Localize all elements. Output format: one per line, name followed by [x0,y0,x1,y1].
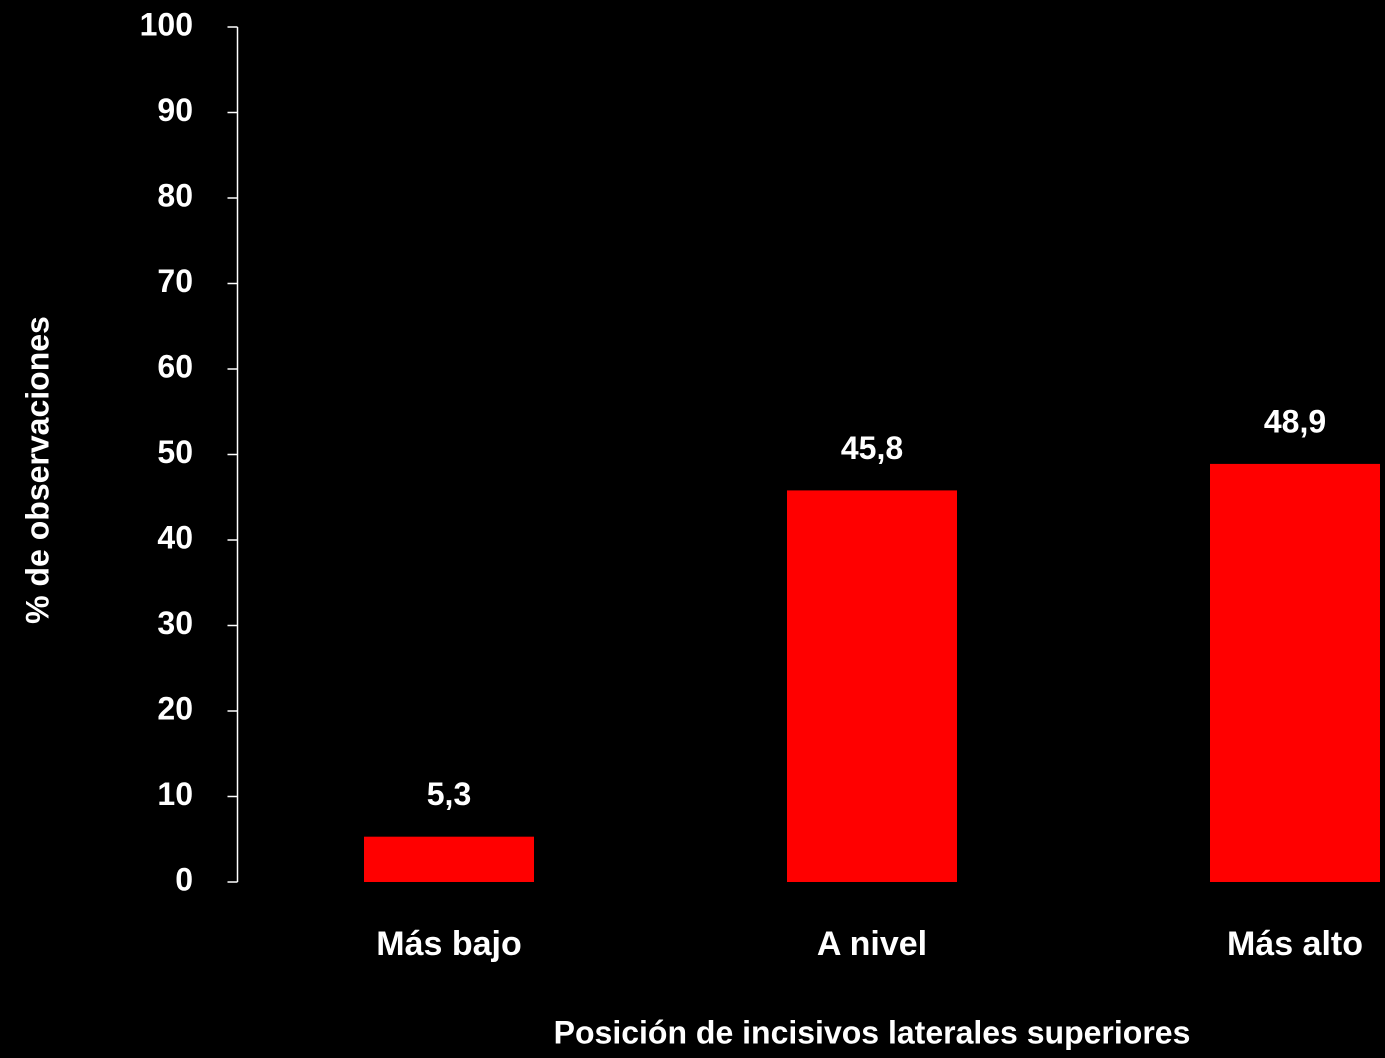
y-tick-label: 100 [140,6,193,42]
bar [787,490,957,882]
value-label: 45,8 [841,430,903,466]
bar [364,836,534,882]
y-tick-label: 70 [157,263,193,299]
x-tick-label: Más bajo [376,925,521,963]
y-tick-label: 60 [157,348,193,384]
value-label: 48,9 [1264,403,1326,439]
y-tick-label: 80 [157,177,193,213]
y-tick-label: 0 [175,861,193,897]
y-axis-label: % de observaciones [19,316,55,624]
y-tick-label: 10 [157,776,193,812]
y-tick-label: 90 [157,92,193,128]
y-tick-label: 20 [157,690,193,726]
x-tick-label: Más alto [1227,925,1363,963]
y-tick-label: 50 [157,434,193,470]
x-axis-label: Posición de incisivos laterales superior… [554,1014,1191,1050]
x-tick-label: A nivel [817,925,927,963]
y-tick-label: 30 [157,605,193,641]
value-label: 5,3 [427,776,471,812]
bar [1210,463,1380,882]
y-tick-label: 40 [157,519,193,555]
